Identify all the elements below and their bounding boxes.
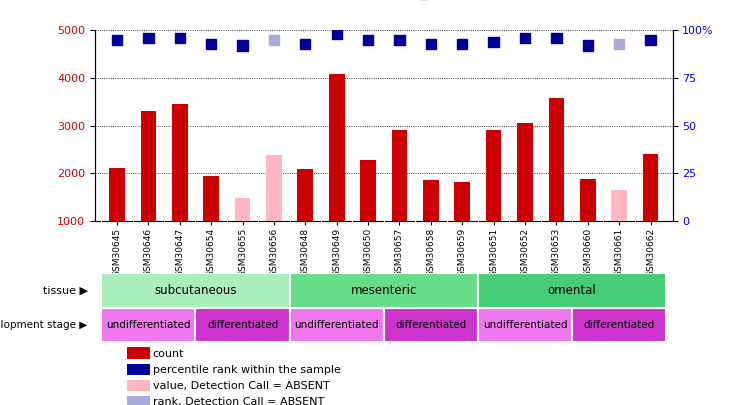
- Bar: [109, 168, 125, 221]
- Bar: [548, 98, 564, 221]
- Bar: [455, 182, 470, 221]
- Text: differentiated: differentiated: [583, 320, 655, 330]
- Point: [613, 40, 625, 47]
- Bar: [611, 190, 627, 221]
- Point: [174, 35, 186, 41]
- Point: [645, 37, 656, 43]
- Bar: [126, 396, 150, 405]
- Point: [143, 35, 154, 41]
- Bar: [360, 160, 376, 221]
- Bar: [289, 308, 384, 342]
- Bar: [289, 273, 478, 308]
- Bar: [266, 155, 281, 221]
- Bar: [486, 130, 501, 221]
- Bar: [126, 347, 150, 358]
- Bar: [102, 273, 289, 308]
- Point: [363, 37, 374, 43]
- Bar: [126, 364, 150, 375]
- Point: [456, 40, 468, 47]
- Point: [331, 31, 343, 37]
- Bar: [140, 111, 156, 221]
- Bar: [329, 74, 344, 221]
- Bar: [102, 308, 195, 342]
- Text: undifferentiated: undifferentiated: [295, 320, 379, 330]
- Point: [550, 35, 562, 41]
- Bar: [195, 308, 289, 342]
- Text: undifferentiated: undifferentiated: [106, 320, 191, 330]
- Text: subcutaneous: subcutaneous: [154, 284, 237, 297]
- Bar: [423, 180, 439, 221]
- Point: [393, 37, 405, 43]
- Bar: [172, 104, 188, 221]
- Point: [582, 43, 594, 49]
- Point: [488, 38, 499, 45]
- Text: omental: omental: [548, 284, 596, 297]
- Text: count: count: [153, 349, 184, 358]
- Bar: [580, 179, 596, 221]
- Bar: [517, 123, 533, 221]
- Bar: [384, 308, 478, 342]
- Text: differentiated: differentiated: [395, 320, 466, 330]
- Text: percentile rank within the sample: percentile rank within the sample: [153, 365, 341, 375]
- Point: [111, 37, 123, 43]
- Text: rank, Detection Call = ABSENT: rank, Detection Call = ABSENT: [153, 397, 324, 405]
- Text: tissue ▶: tissue ▶: [42, 286, 88, 296]
- Point: [237, 43, 249, 49]
- Bar: [478, 273, 666, 308]
- Bar: [643, 154, 659, 221]
- Point: [268, 37, 280, 43]
- Bar: [478, 308, 572, 342]
- Point: [425, 40, 436, 47]
- Bar: [126, 380, 150, 391]
- Text: value, Detection Call = ABSENT: value, Detection Call = ABSENT: [153, 381, 330, 391]
- Point: [205, 40, 217, 47]
- Bar: [572, 308, 666, 342]
- Text: undifferentiated: undifferentiated: [482, 320, 567, 330]
- Bar: [392, 130, 407, 221]
- Point: [300, 40, 311, 47]
- Bar: [298, 169, 313, 221]
- Point: [519, 35, 531, 41]
- Bar: [235, 198, 251, 221]
- Text: differentiated: differentiated: [207, 320, 279, 330]
- Text: mesenteric: mesenteric: [351, 284, 417, 297]
- Text: development stage ▶: development stage ▶: [0, 320, 88, 330]
- Bar: [203, 175, 219, 221]
